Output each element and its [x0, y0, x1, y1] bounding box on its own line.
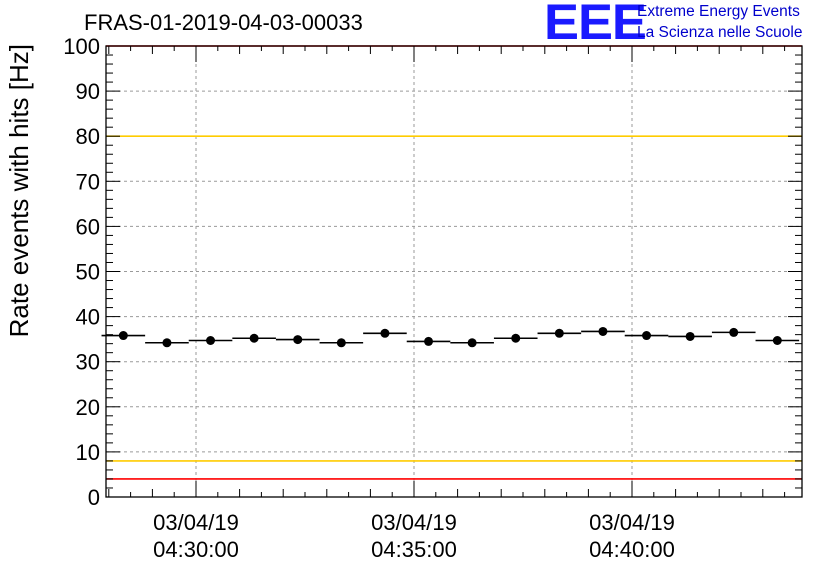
data-point	[598, 326, 608, 336]
y-tick-label: 0	[88, 485, 100, 510]
data-point	[685, 331, 695, 341]
axes-layer	[105, 45, 803, 498]
x-tick-label-date: 03/04/19	[371, 510, 457, 535]
eee-logo: EEE Extreme Energy Events La Scienza nel…	[544, 0, 836, 50]
label-layer: 010203040506070809010003/04/1904:30:0003…	[63, 34, 675, 562]
y-tick-label: 90	[76, 79, 100, 104]
data-point	[642, 331, 652, 341]
data-layer	[101, 326, 800, 348]
grid-layer	[106, 46, 802, 497]
data-point	[729, 327, 739, 337]
data-point	[380, 328, 390, 338]
logo-text-line2: La Scienza nelle Scuole	[637, 24, 803, 41]
y-tick-label: 70	[76, 169, 100, 194]
y-tick-label: 10	[76, 440, 100, 465]
data-point	[162, 338, 172, 348]
x-tick-label-time: 04:30:00	[153, 537, 239, 562]
x-tick-label-date: 03/04/19	[589, 510, 675, 535]
logo-mark: EEE	[544, 0, 647, 50]
y-tick-label: 60	[76, 214, 100, 239]
logo-text-line1: Extreme Energy Events	[637, 3, 800, 20]
data-point	[772, 336, 782, 346]
y-axis-title: Rate events with hits [Hz]	[4, 44, 34, 337]
y-tick-label: 20	[76, 395, 100, 420]
x-tick-label-time: 04:40:00	[589, 537, 675, 562]
y-tick-label: 30	[76, 350, 100, 375]
y-tick-label: 100	[63, 34, 100, 59]
data-point	[511, 333, 521, 343]
data-point	[336, 338, 346, 348]
x-tick-label-time: 04:35:00	[371, 537, 457, 562]
data-point	[293, 335, 303, 345]
chart-title: FRAS-01-2019-04-03-00033	[84, 10, 363, 35]
data-point	[118, 331, 128, 341]
data-point	[249, 333, 259, 343]
threshold-layer	[106, 45, 802, 480]
data-point	[467, 338, 477, 348]
data-point	[206, 336, 216, 346]
x-tick-label-date: 03/04/19	[153, 510, 239, 535]
y-tick-label: 40	[76, 305, 100, 330]
data-point	[424, 336, 434, 346]
data-point	[554, 328, 564, 338]
y-tick-label: 80	[76, 124, 100, 149]
y-tick-label: 50	[76, 260, 100, 285]
